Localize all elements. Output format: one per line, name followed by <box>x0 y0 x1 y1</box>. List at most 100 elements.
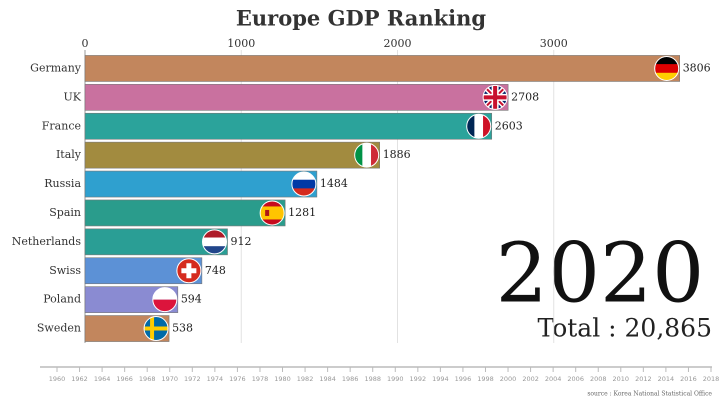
value-label: 912 <box>231 235 252 248</box>
flag-part <box>291 179 316 189</box>
flag-part <box>152 287 177 300</box>
timeline-label: 1988 <box>364 375 381 383</box>
flag-border <box>291 171 317 197</box>
y-tick-label: France <box>42 119 81 132</box>
timeline-label: 1976 <box>229 375 246 383</box>
flag-part <box>181 263 197 279</box>
x-tick-label: 2000 <box>384 37 412 50</box>
flag-part <box>152 299 177 312</box>
flag <box>202 229 227 254</box>
bar <box>84 84 509 111</box>
timeline-label: 1970 <box>161 375 178 383</box>
flag-border <box>259 200 285 226</box>
flag-part <box>265 209 270 216</box>
flag <box>260 200 285 225</box>
value-label: 2603 <box>495 119 523 132</box>
flag-part <box>654 64 679 74</box>
timeline-label: 2006 <box>567 375 584 383</box>
timeline-label: 1996 <box>455 375 472 383</box>
flag-border <box>202 229 227 255</box>
y-tick-label: Sweden <box>37 322 81 335</box>
flag-part <box>202 237 227 247</box>
timeline-label: 1984 <box>319 375 336 383</box>
timeline-label: 1968 <box>139 375 156 383</box>
source: source : Korea National Statistical Offi… <box>587 391 712 398</box>
flag-part <box>291 172 316 181</box>
flag <box>466 114 491 139</box>
timeline-label: 2002 <box>522 375 539 383</box>
bar <box>84 112 493 140</box>
timeline-label: 1980 <box>274 375 291 383</box>
bar <box>84 170 318 198</box>
flag-part <box>371 143 379 168</box>
flag <box>291 172 316 197</box>
flag-part <box>466 114 475 139</box>
y-tick-label: Italy <box>56 148 82 161</box>
timeline-label: 2004 <box>545 375 562 383</box>
y-tick-label: UK <box>64 90 82 103</box>
timeline-label: 1982 <box>297 375 314 383</box>
timeline-label: 2000 <box>500 375 517 383</box>
timeline-label: 1994 <box>432 375 449 383</box>
flag-border <box>654 55 680 81</box>
y-tick-label: Spain <box>49 206 81 219</box>
bar <box>84 141 380 169</box>
y-tick-label: Poland <box>43 293 81 306</box>
y-tick-label: Netherlands <box>12 235 82 248</box>
timeline-label: 2008 <box>590 375 607 383</box>
chart-title: Europe GDP Ranking <box>236 6 487 31</box>
flag-part <box>260 206 285 220</box>
timeline-label: 2016 <box>680 375 697 383</box>
value-label: 538 <box>172 322 193 335</box>
timeline-label: 1974 <box>207 375 224 383</box>
timeline-label: 2012 <box>635 375 652 383</box>
flag-part <box>202 229 227 239</box>
value-label: 1484 <box>320 177 348 190</box>
y-tick-label: Russia <box>44 177 81 190</box>
bar <box>84 55 680 82</box>
flag-part <box>483 85 508 110</box>
value-label: 3806 <box>683 61 711 74</box>
y-tick-label: Germany <box>30 61 82 74</box>
flag-part <box>354 143 363 168</box>
timeline-label: 1992 <box>410 375 427 383</box>
flag-part <box>291 188 316 197</box>
flag-part <box>654 56 679 65</box>
timeline-label: 1964 <box>94 375 111 383</box>
flag-part <box>483 114 491 139</box>
timeline-label: 1998 <box>477 375 494 383</box>
flag-border <box>143 316 169 342</box>
flag <box>654 56 679 81</box>
timeline-label: 2014 <box>658 375 675 383</box>
year-label: 2020 <box>496 227 705 322</box>
x-tick-label: 1000 <box>227 37 255 50</box>
timeline-label: 1972 <box>184 375 201 383</box>
flag-border <box>482 84 508 110</box>
flag-border <box>176 258 202 284</box>
flag-part <box>654 72 679 81</box>
flag-part <box>362 143 372 168</box>
value-label: 748 <box>205 264 226 277</box>
flag-part <box>474 114 484 139</box>
value-label: 1281 <box>288 206 316 219</box>
flag-border <box>152 287 178 313</box>
timeline-label: 1966 <box>116 375 133 383</box>
flag-part <box>144 316 169 341</box>
x-tick-label: 0 <box>82 37 89 50</box>
flag <box>152 287 177 312</box>
flag <box>144 316 169 341</box>
flag <box>176 258 201 283</box>
timeline-label: 1978 <box>252 375 269 383</box>
timeline-label: 2018 <box>703 375 720 383</box>
flag-border <box>354 142 380 168</box>
value-label: 2708 <box>511 90 539 103</box>
timeline-label: 1962 <box>71 375 88 383</box>
bar <box>84 199 286 227</box>
timeline-label: 2010 <box>613 375 630 383</box>
y-tick-label: Swiss <box>49 264 81 277</box>
total-label: Total : 20,865 <box>537 314 712 343</box>
timeline-label: 1960 <box>49 375 66 383</box>
flag <box>354 143 379 168</box>
value-label: 1886 <box>383 148 411 161</box>
